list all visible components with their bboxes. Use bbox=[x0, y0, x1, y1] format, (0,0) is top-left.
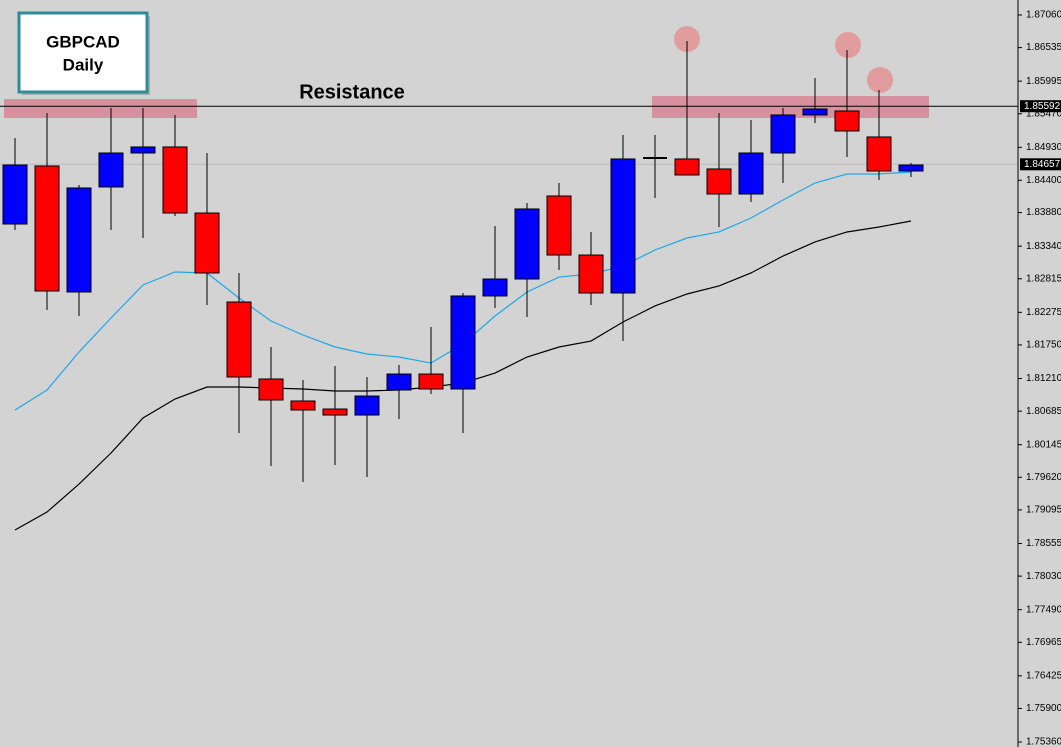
candle-body bbox=[578, 254, 604, 294]
y-tick-label: 1.78555 bbox=[1026, 538, 1061, 549]
price-label: 1.84657 bbox=[1024, 159, 1061, 170]
candle-body bbox=[674, 158, 700, 176]
y-tick-label: 1.85995 bbox=[1026, 76, 1061, 87]
candle-body bbox=[2, 164, 28, 225]
label-box bbox=[17, 11, 149, 94]
plot bbox=[0, 40, 1018, 531]
y-tick-label: 1.86535 bbox=[1026, 42, 1061, 53]
candle-body bbox=[386, 373, 412, 391]
candle-body bbox=[354, 395, 380, 416]
candle-body bbox=[482, 278, 508, 297]
resistance-zone bbox=[652, 96, 929, 118]
y-tick-label: 1.79620 bbox=[1026, 472, 1061, 483]
y-tick-label: 1.75360 bbox=[1026, 737, 1061, 747]
y-tick-label: 1.82815 bbox=[1026, 273, 1061, 284]
candle-body bbox=[226, 301, 252, 378]
chart-title: GBPCAD bbox=[46, 32, 120, 51]
candle-body bbox=[546, 195, 572, 256]
y-tick-label: 1.84400 bbox=[1026, 175, 1061, 186]
candle-body bbox=[866, 136, 892, 172]
y-tick-label: 1.83340 bbox=[1026, 241, 1061, 252]
resistance-zone bbox=[4, 99, 197, 118]
candle-body bbox=[450, 295, 476, 390]
candle-body bbox=[258, 378, 284, 401]
y-tick-label: 1.80685 bbox=[1026, 406, 1061, 417]
candle-body bbox=[802, 108, 828, 116]
candle-body bbox=[194, 212, 220, 274]
candle-body bbox=[898, 164, 924, 172]
candle-body bbox=[834, 110, 860, 132]
candle-body bbox=[130, 146, 156, 154]
price-label: 1.85592 bbox=[1024, 101, 1061, 112]
candle-body bbox=[162, 146, 188, 214]
touch-marker bbox=[674, 26, 700, 52]
y-tick-label: 1.78030 bbox=[1026, 571, 1061, 582]
y-tick-label: 1.87060 bbox=[1026, 10, 1061, 21]
y-tick-label: 1.82275 bbox=[1026, 307, 1061, 318]
candle-body bbox=[322, 408, 348, 416]
y-tick-label: 1.76425 bbox=[1026, 670, 1061, 681]
y-tick-label: 1.85470 bbox=[1026, 108, 1061, 119]
touch-marker bbox=[867, 67, 893, 93]
candle-body bbox=[738, 152, 764, 195]
chart-subtitle: Daily bbox=[63, 55, 104, 74]
candle-body bbox=[610, 158, 636, 294]
price-box bbox=[1020, 158, 1061, 171]
touch-marker bbox=[835, 32, 861, 58]
candle-body bbox=[98, 152, 124, 188]
candle-body bbox=[514, 208, 540, 280]
price-box bbox=[1020, 100, 1061, 113]
candle-body bbox=[290, 400, 316, 411]
y-tick-label: 1.84930 bbox=[1026, 142, 1061, 153]
candle-body bbox=[770, 114, 796, 154]
y-tick-label: 1.81750 bbox=[1026, 340, 1061, 351]
annotation: Resistance bbox=[299, 81, 405, 103]
y-tick-label: 1.77490 bbox=[1026, 604, 1061, 615]
y-tick-label: 1.75900 bbox=[1026, 703, 1061, 714]
candle-body bbox=[418, 373, 444, 390]
y-tick-label: 1.83880 bbox=[1026, 207, 1061, 218]
candle-body bbox=[66, 187, 92, 293]
y-tick-label: 1.81210 bbox=[1026, 373, 1061, 384]
y-tick-label: 1.79095 bbox=[1026, 505, 1061, 516]
y-tick-label: 1.80145 bbox=[1026, 439, 1061, 450]
y-tick-label: 1.76965 bbox=[1026, 637, 1061, 648]
candle-body bbox=[706, 168, 732, 195]
candle-body bbox=[34, 165, 60, 292]
